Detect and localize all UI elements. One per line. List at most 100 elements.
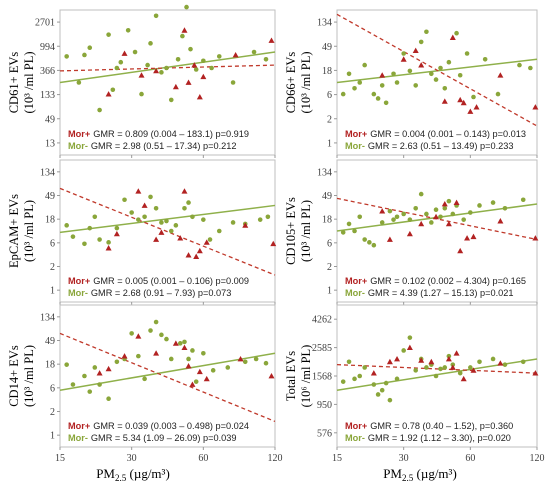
mor-minus-point	[87, 389, 93, 394]
mor-minus-point	[413, 368, 419, 373]
mor-minus-point	[164, 336, 169, 342]
mor-plus-point	[96, 370, 103, 376]
mor-minus-point	[265, 214, 271, 220]
mor-minus-point	[520, 359, 526, 365]
mor-plus-point	[196, 368, 203, 375]
mor-plus-point	[135, 333, 142, 339]
mor-plus-fit-line	[59, 332, 276, 423]
y-tick-label: 134	[40, 167, 55, 178]
mor-minus-point	[216, 54, 222, 59]
mor-plus-point	[453, 350, 460, 356]
mor-minus-point	[424, 211, 429, 217]
mor-minus-point	[175, 57, 181, 62]
mor-plus-point	[470, 233, 477, 240]
mor-plus-point	[181, 27, 188, 33]
mor-plus-point	[189, 381, 196, 387]
mor-plus-point	[379, 72, 386, 78]
mor-minus-point	[517, 62, 522, 68]
mor-minus-point	[346, 221, 352, 227]
x-axis-title: PM2.5 (µg/m³) PM2.5 (µg/m³)	[96, 466, 457, 483]
mor-minus-point	[129, 331, 134, 336]
mor-plus-point	[203, 239, 210, 245]
mor-minus-point	[168, 97, 174, 103]
mor-minus-point	[442, 205, 448, 211]
mor-minus-point	[468, 210, 473, 215]
panel-cd61: 13 49 133 366 994 2701 CD61+ EVs(10³ /ml PL) Mo…	[7, 4, 276, 158]
mor-plus-point	[153, 350, 160, 356]
y-tick-label: 994	[40, 42, 55, 53]
plot-frame	[59, 159, 276, 303]
x-tick-label: 30	[127, 453, 137, 464]
gmr-annotation: Mor- GMR = 2.68 (0.91 – 7.93) p=0.073	[68, 288, 231, 298]
mor-plus-point	[449, 364, 456, 370]
mor-plus-point	[237, 355, 244, 362]
y-tick-label: 1	[327, 286, 332, 297]
mor-plus-point	[394, 355, 401, 362]
gmr-annotation: Mor+ GMR = 0.005 (0.001 – 0.106) p=0.009	[68, 276, 249, 286]
mor-plus-point	[121, 353, 128, 359]
mor-minus-point	[375, 96, 381, 101]
mor-minus-point	[186, 356, 191, 362]
mor-plus-point	[441, 201, 448, 207]
mor-minus-point	[391, 71, 396, 77]
y-tick-label: 134	[317, 167, 332, 178]
mor-minus-point	[253, 356, 259, 362]
y-tick-label: 6	[50, 383, 55, 394]
mor-plus-point	[532, 370, 539, 376]
mor-minus-point	[413, 83, 419, 88]
mor-minus-point	[357, 214, 363, 220]
mor-minus-point	[394, 80, 400, 85]
y-axis-title: CD61+ EVs(10³ /ml PL)	[7, 51, 36, 113]
mor-minus-point	[180, 33, 185, 39]
mor-plus-point	[457, 96, 464, 103]
mor-plus-point	[467, 108, 474, 114]
mor-minus-point	[418, 39, 424, 45]
mor-plus-point	[445, 355, 452, 362]
mor-plus-point	[406, 230, 413, 237]
mor-minus-point	[70, 234, 76, 239]
mor-minus-point	[263, 360, 269, 366]
y-axis-title: EpCAM+ EVs(10³ /ml PL)	[7, 194, 36, 268]
x-tick-label: 15	[55, 453, 65, 464]
mor-plus-point	[453, 199, 460, 205]
gmr-annotation: Mor+ GMR = 0.78 (0.40 – 1.52), p=0.360	[345, 421, 513, 431]
mor-minus-point	[193, 379, 199, 384]
mor-minus-point	[242, 359, 248, 365]
y-tick-label: 18	[322, 66, 332, 77]
mor-minus-point	[164, 218, 169, 224]
mor-plus-point	[412, 47, 419, 53]
mor-plus-point	[191, 62, 198, 68]
mor-plus-point	[242, 222, 249, 228]
y-tick-label: 18	[45, 360, 55, 371]
y-tick-label: 2	[327, 262, 332, 273]
mor-minus-point	[201, 350, 206, 356]
plot-frame	[336, 159, 538, 303]
mor-minus-point	[433, 207, 439, 212]
mor-plus-point	[441, 98, 448, 104]
mor-minus-point	[340, 91, 346, 97]
mor-minus-point	[502, 205, 508, 211]
mor-minus-point	[186, 200, 191, 205]
mor-plus-point	[418, 220, 425, 227]
mor-minus-point	[457, 370, 463, 376]
mor-plus-point	[105, 91, 112, 97]
mor-minus-point	[182, 205, 187, 211]
mor-minus-point	[136, 353, 141, 359]
mor-minus-point	[145, 62, 150, 68]
mor-minus-point	[193, 67, 199, 72]
mor-plus-point	[418, 357, 425, 363]
mor-minus-point	[407, 68, 413, 74]
mor-minus-point	[528, 65, 533, 71]
mor-minus-point	[401, 348, 406, 353]
mor-minus-point	[97, 107, 102, 113]
y-tick-label: 1	[50, 431, 55, 442]
y-tick-label: 18	[45, 215, 55, 226]
y-tick-label: 576	[317, 428, 332, 439]
mor-minus-point	[429, 220, 434, 225]
mor-minus-point	[132, 49, 138, 55]
y-tick-label: 49	[322, 191, 332, 202]
mor-plus-point	[158, 229, 165, 235]
mor-minus-point	[182, 339, 187, 345]
mor-minus-point	[118, 59, 124, 65]
mor-minus-point	[207, 237, 213, 242]
